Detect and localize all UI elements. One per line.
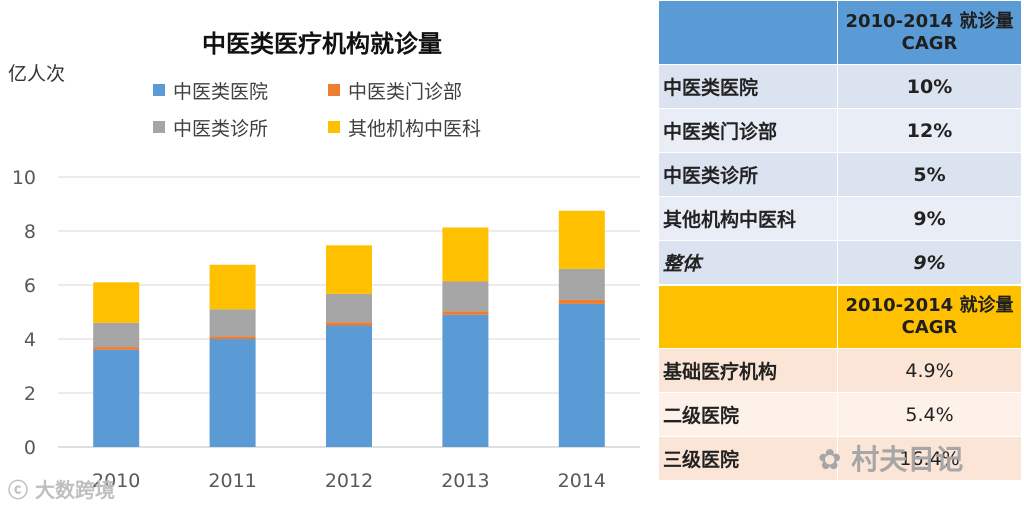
table2-row-value: 5.4% xyxy=(837,392,1022,437)
x-tick-label: 2012 xyxy=(325,470,373,492)
bar-segment xyxy=(326,322,372,326)
table2-row-value: 16.4% xyxy=(837,436,1022,481)
bar-segment xyxy=(558,210,605,269)
table1-row-label: 其他机构中医科 xyxy=(658,196,838,241)
y-tick-label: 10 xyxy=(12,167,36,189)
y-tick-label: 4 xyxy=(24,329,36,351)
chat-bubble-icon: ⓒ xyxy=(8,478,28,502)
watermark-right: ✿ 村夫日记 xyxy=(818,438,963,478)
bar-segment xyxy=(442,311,489,315)
y-tick-label: 0 xyxy=(24,437,36,459)
table2-row-label: 基础医疗机构 xyxy=(658,348,838,393)
bar-segment xyxy=(326,325,372,447)
table1-row-label: 中医类医院 xyxy=(658,64,838,109)
table-row: 三级医院 16.4% xyxy=(658,436,1022,481)
table1-row-label: 整体 xyxy=(658,240,838,285)
bar-segment xyxy=(442,281,489,312)
table1-row-value: 10% xyxy=(837,64,1022,109)
x-tick-label: 2010 xyxy=(92,470,140,492)
legend-swatch xyxy=(153,84,165,96)
table1-row-value: 5% xyxy=(837,152,1022,197)
y-axis-label: 亿人次 xyxy=(8,63,65,85)
x-tick-labels: 2010 2011 2012 2013 2014 xyxy=(92,470,606,492)
bar-segment xyxy=(93,347,140,350)
legend-swatch xyxy=(328,121,340,133)
watermark-left: ⓒ 大数跨境 xyxy=(8,474,115,503)
bar-segment xyxy=(209,339,256,447)
chart-title: 中医类医疗机构就诊量 xyxy=(202,30,442,58)
bar-segment xyxy=(558,268,605,300)
table-row: 基础医疗机构 4.9% xyxy=(658,348,1022,393)
legend-label: 中医类诊所 xyxy=(173,118,268,140)
bar-segment xyxy=(209,336,256,339)
x-tick-label: 2013 xyxy=(441,470,489,492)
table1-header: 2010-2014 就诊量CAGR xyxy=(837,0,1022,65)
bar-segment xyxy=(326,245,372,294)
bar-segment xyxy=(209,309,256,337)
bar-segment xyxy=(558,299,605,304)
table1-row-value: 9% xyxy=(837,196,1022,241)
table2-header: 2010-2014 就诊量CAGR xyxy=(837,285,1022,349)
table-row: 整体 9% xyxy=(658,240,1022,285)
x-tick-label: 2014 xyxy=(558,470,606,492)
table1-row-value: 9% xyxy=(837,240,1022,285)
table1-row-label: 中医类门诊部 xyxy=(658,108,838,153)
bar-segment xyxy=(93,282,140,323)
table-row: 其他机构中医科 9% xyxy=(658,196,1022,241)
bar-segment xyxy=(442,227,489,282)
legend-label: 中医类门诊部 xyxy=(348,81,462,103)
table1-row-label: 中医类诊所 xyxy=(658,152,838,197)
x-tick-label: 2011 xyxy=(208,470,256,492)
bar-segment xyxy=(209,264,256,310)
wechat-icon: ✿ xyxy=(818,443,842,476)
table-row: 中医类医院 10% xyxy=(658,64,1022,109)
table2-row-label: 三级医院 xyxy=(658,436,838,481)
bar-segment xyxy=(442,314,489,447)
cagr-table-tcm: 2010-2014 就诊量CAGR 中医类医院 10% 中医类门诊部 12% 中医类… xyxy=(658,0,1022,285)
watermark-left-text: 大数跨境 xyxy=(34,478,115,502)
watermark-right-text: 村夫日记 xyxy=(851,443,964,476)
table-row: 中医类诊所 5% xyxy=(658,152,1022,197)
legend-swatch xyxy=(153,121,165,133)
legend-label: 其他机构中医科 xyxy=(348,118,481,140)
y-tick-label: 6 xyxy=(24,275,36,297)
table-row: 中医类门诊部 12% xyxy=(658,108,1022,153)
table2-row-value: 4.9% xyxy=(837,348,1022,393)
legend-label: 中医类医院 xyxy=(173,81,268,103)
bar-segment xyxy=(93,349,140,447)
table2-row-label: 二级医院 xyxy=(658,392,838,437)
bar-segment xyxy=(93,322,140,348)
bar-segment xyxy=(558,303,605,447)
legend-swatch xyxy=(328,84,340,96)
table-row: 二级医院 5.4% xyxy=(658,392,1022,437)
y-tick-labels: 0 2 4 6 8 10 xyxy=(12,167,36,459)
bars xyxy=(93,210,605,447)
y-tick-label: 2 xyxy=(24,383,36,405)
table1-row-value: 12% xyxy=(837,108,1022,153)
cagr-table-hospital-level: 2010-2014 就诊量CAGR 基础医疗机构 4.9% 二级医院 5.4% 三级… xyxy=(658,285,1022,481)
bar-segment xyxy=(326,293,372,323)
y-tick-label: 8 xyxy=(24,221,36,243)
